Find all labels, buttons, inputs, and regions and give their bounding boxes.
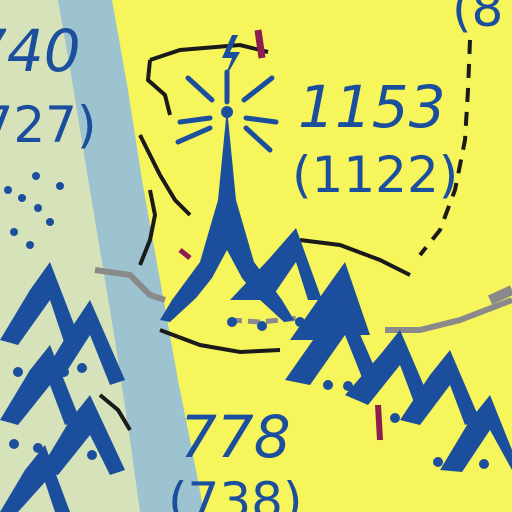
obstacle-elevation-msl-label: 778 <box>180 403 291 471</box>
magenta-feature <box>375 404 383 441</box>
road-black <box>145 59 172 116</box>
obstacle-elevation-msl-label: 1153 <box>298 73 446 141</box>
river <box>58 0 204 512</box>
road-gray <box>385 297 512 333</box>
road-black <box>138 134 192 217</box>
obstacle-height-agl-label: (8 <box>452 0 504 38</box>
obstacle-height-agl-label: (1122) <box>292 146 459 204</box>
boundary-dashed <box>418 39 472 257</box>
obstacle-height-agl-label: (727) <box>0 96 97 154</box>
magenta-feature <box>178 248 192 260</box>
obstruction-group-icon[interactable] <box>227 228 512 472</box>
wind-turbine-field-icon[interactable] <box>0 262 125 512</box>
obstacle-elevation-msl-label: 740 <box>0 17 81 85</box>
obstacle-height-agl-label: (738) <box>168 472 303 512</box>
road-gray <box>487 285 512 305</box>
road-black <box>138 189 158 266</box>
dotted-boundary <box>4 172 64 249</box>
lighted-obstacle-icon[interactable] <box>160 35 294 322</box>
magenta-feature <box>254 29 266 59</box>
road-black <box>159 328 281 355</box>
road-black <box>98 393 132 432</box>
road-black <box>149 42 269 62</box>
road-gray <box>94 267 166 303</box>
road-black <box>299 238 411 277</box>
